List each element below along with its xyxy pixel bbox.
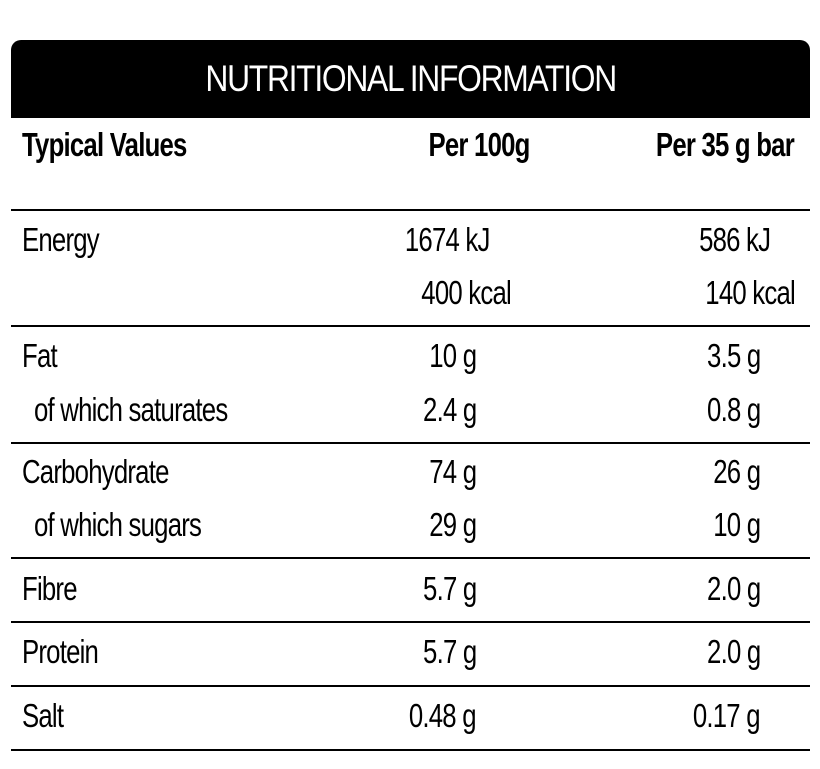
carbohydrate-per100: 74 g: [429, 453, 477, 490]
row-label-fibre: Fibre: [22, 570, 78, 607]
nutrition-table: NUTRITIONAL INFORMATION Typical Values P…: [11, 40, 810, 752]
fibre-bar: 2.0 g: [706, 570, 761, 607]
row-label-protein: Protein: [22, 633, 99, 670]
divider: [11, 621, 810, 623]
divider: [11, 325, 810, 327]
divider: [11, 685, 810, 687]
fat-bar: 3.5 g: [706, 337, 761, 374]
row-label-salt: Salt: [22, 697, 64, 734]
divider: [11, 557, 810, 559]
fat-per100: 10 g: [429, 337, 477, 374]
salt-bar: 0.17 g: [693, 697, 761, 734]
divider: [11, 749, 810, 751]
row-label-energy: Energy: [22, 221, 100, 258]
protein-bar: 2.0 g: [706, 633, 761, 670]
title-bar: NUTRITIONAL INFORMATION: [11, 40, 810, 118]
header-typical-values: Typical Values: [22, 126, 187, 163]
row-label-sugars: of which sugars: [34, 506, 202, 543]
sugars-bar: 10 g: [713, 506, 761, 543]
saturates-bar: 0.8 g: [706, 391, 761, 428]
header-per-bar: Per 35 g bar: [655, 126, 795, 163]
row-label-saturates: of which saturates: [34, 391, 228, 428]
row-label-fat: Fat: [22, 337, 58, 374]
table-title: NUTRITIONAL INFORMATION: [205, 58, 617, 99]
energy-per100-kcal: 400 kcal: [421, 274, 511, 311]
carbohydrate-bar: 26 g: [713, 453, 761, 490]
row-label-carbohydrate: Carbohydrate: [22, 453, 169, 490]
energy-per100-kj: 1674 kJ: [405, 221, 490, 258]
fibre-per100: 5.7 g: [422, 570, 477, 607]
header-per-100g: Per 100g: [428, 126, 531, 163]
salt-per100: 0.48 g: [409, 697, 477, 734]
divider: [11, 442, 810, 444]
saturates-per100: 2.4 g: [422, 391, 477, 428]
sugars-per100: 29 g: [429, 506, 477, 543]
energy-bar-kj: 586 kJ: [698, 221, 771, 258]
energy-bar-kcal: 140 kcal: [705, 274, 795, 311]
protein-per100: 5.7 g: [422, 633, 477, 670]
divider: [11, 209, 810, 211]
